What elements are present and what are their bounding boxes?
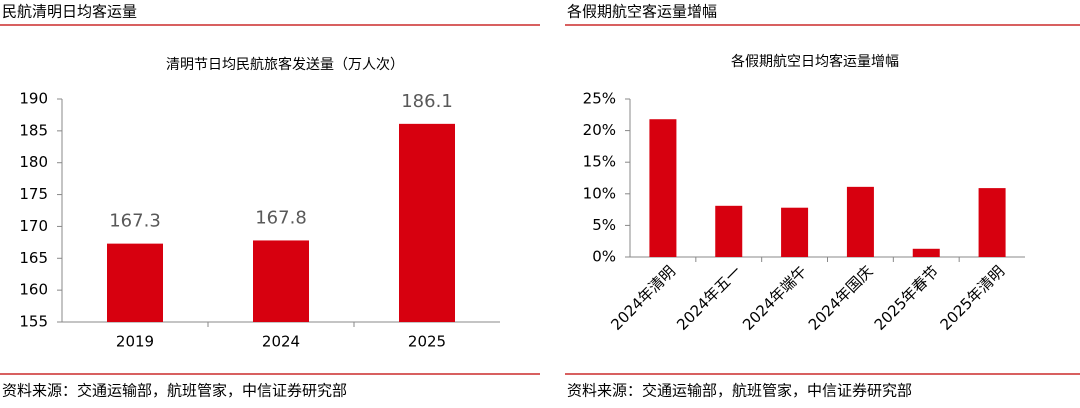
x-tick-label: 2024年国庆	[805, 262, 877, 334]
bar	[781, 207, 809, 257]
y-tick-label: 155	[19, 313, 48, 331]
x-tick-label: 2024年五一	[673, 262, 745, 334]
y-tick-label: 175	[19, 185, 48, 203]
source-note: 资料来源：交通运输部，航班管家，中信证券研究部	[567, 382, 912, 400]
value-label: 167.3	[109, 211, 161, 232]
bar	[846, 186, 874, 257]
x-tick-label: 2019	[116, 333, 154, 351]
bar	[715, 205, 743, 257]
x-tick-label: 2024	[262, 333, 300, 351]
value-label: 186.1	[401, 91, 453, 112]
x-tick-label: 2024年清明	[607, 262, 679, 334]
source-note: 资料来源：交通运输部，航班管家，中信证券研究部	[2, 382, 347, 400]
y-tick-label: 160	[19, 281, 48, 299]
y-tick-label: 15%	[583, 153, 616, 171]
bar	[912, 248, 940, 257]
y-tick-label: 180	[19, 153, 48, 171]
y-tick-label: 10%	[583, 184, 616, 202]
y-tick-label: 190	[19, 90, 48, 108]
bar	[399, 123, 455, 322]
y-tick-label: 0%	[592, 248, 616, 266]
bar	[649, 119, 677, 257]
bar	[978, 188, 1006, 257]
chart-title: 清明节日均民航旅客发送量（万人次）	[166, 56, 404, 73]
y-tick-label: 185	[19, 121, 48, 139]
y-tick-label: 25%	[583, 90, 616, 108]
x-tick-label: 2025年清明	[937, 262, 1009, 334]
y-tick-label: 170	[19, 217, 48, 235]
bar	[107, 243, 163, 322]
y-tick-label: 165	[19, 249, 48, 267]
panel-title: 各假期航空客运量增幅	[567, 3, 717, 21]
bar	[253, 240, 309, 322]
value-label: 167.8	[255, 207, 307, 228]
chart-title: 各假期航空日均客运量增幅	[731, 53, 899, 70]
panel-title: 民航清明日均客运量	[2, 3, 137, 21]
x-tick-label: 2025年春节	[871, 262, 943, 334]
x-tick-label: 2024年端午	[739, 262, 811, 334]
x-tick-label: 2025	[408, 333, 446, 351]
y-tick-label: 20%	[583, 121, 616, 139]
y-tick-label: 5%	[592, 216, 616, 234]
